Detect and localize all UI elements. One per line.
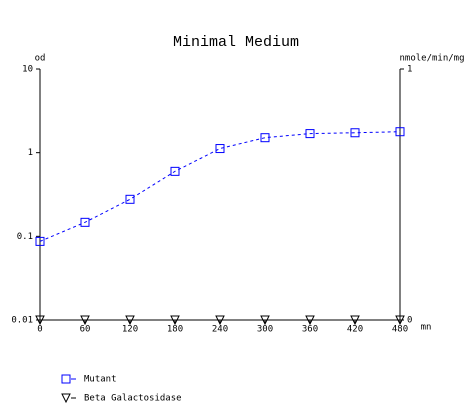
data-point (395, 127, 405, 137)
x-tick-label: 120 (122, 325, 138, 335)
x-tick-label: 60 (80, 325, 91, 335)
y-tick-label: 1 (28, 148, 33, 158)
x-tick-label: 360 (302, 325, 318, 335)
x-tick-label: 480 (392, 325, 408, 335)
data-point (305, 315, 315, 326)
y-tick-label: 10 (22, 65, 33, 75)
y-axis-label: od (35, 54, 46, 64)
y2-tick-label: 1 (407, 65, 412, 75)
x-tick-label: 180 (167, 325, 183, 335)
x-tick-label: 420 (347, 325, 363, 335)
chart-title: Minimal Medium (173, 34, 299, 51)
x-tick-label: 300 (257, 325, 273, 335)
x-axis-label: mn (421, 323, 432, 333)
y2-tick-label: 0 (407, 316, 412, 326)
legend-marker (61, 393, 71, 404)
data-point (260, 133, 270, 143)
y-tick-label: 0.01 (11, 316, 33, 326)
data-point (305, 129, 315, 139)
data-point (80, 315, 90, 326)
data-point (170, 315, 180, 326)
data-point (215, 144, 225, 154)
data-point (35, 315, 45, 326)
data-point (260, 315, 270, 326)
data-point (35, 236, 45, 246)
data-point (125, 194, 135, 204)
y2-axis-label: nmole/min/mg (399, 54, 464, 64)
series-line (39, 131, 401, 242)
data-point (350, 128, 360, 138)
data-point (170, 166, 180, 176)
legend-label: Beta Galactosidase (84, 394, 182, 404)
x-tick-label: 0 (37, 325, 42, 335)
data-point (350, 315, 360, 326)
data-point (125, 315, 135, 326)
y-tick-label: 0.1 (17, 232, 33, 242)
data-point (215, 315, 225, 326)
x-tick-label: 240 (212, 325, 228, 335)
data-point (395, 315, 405, 326)
legend-label: Mutant (84, 375, 117, 385)
legend-marker (61, 374, 71, 384)
data-point (80, 217, 90, 227)
